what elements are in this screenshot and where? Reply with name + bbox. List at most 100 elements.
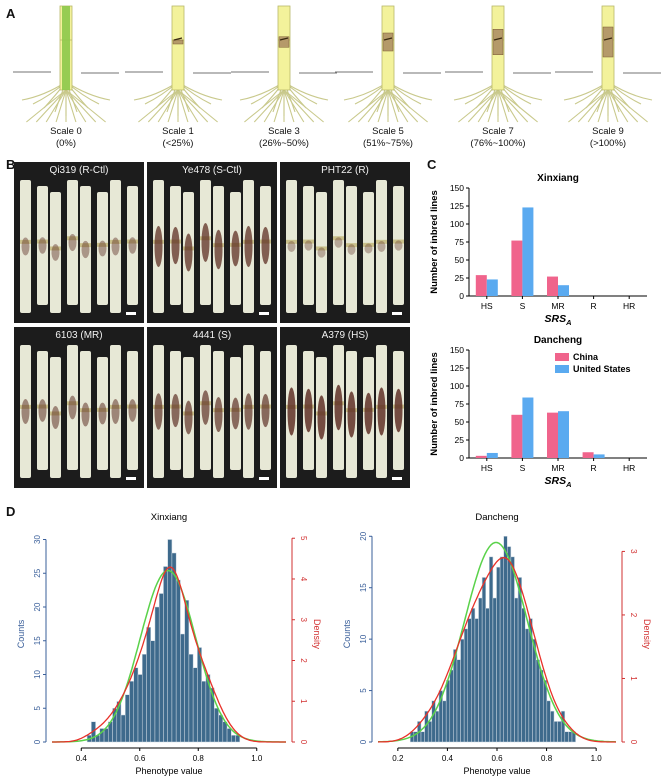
stalk-node bbox=[346, 243, 357, 248]
y2-tick-label: 0 bbox=[629, 740, 638, 745]
y-tick-label: 150 bbox=[450, 183, 464, 193]
bar-united-states bbox=[558, 411, 569, 458]
stalk-lesion bbox=[377, 241, 386, 252]
histogram-bar bbox=[125, 694, 130, 743]
bar-united-states bbox=[486, 279, 498, 296]
root-line bbox=[55, 89, 67, 123]
stalk-lesion bbox=[231, 397, 240, 430]
x-tick-label: 1.0 bbox=[591, 754, 603, 763]
histogram-bar bbox=[445, 680, 451, 743]
histogram-bar bbox=[222, 721, 228, 743]
stalk-lesion bbox=[261, 226, 270, 265]
scale-range: (0%) bbox=[55, 138, 77, 149]
scale-name: Scale 1 bbox=[162, 126, 194, 137]
histogram-bar bbox=[568, 731, 573, 743]
stalk-lesion bbox=[304, 388, 313, 433]
x-tick-label: R bbox=[591, 463, 597, 473]
lesion-mark bbox=[493, 37, 503, 41]
stalk-lesion bbox=[394, 388, 403, 433]
stalk-node bbox=[97, 242, 108, 247]
histogram-bar bbox=[427, 721, 433, 743]
lesion-mark bbox=[173, 37, 183, 41]
stalk-lesion bbox=[21, 399, 30, 424]
histogram-bar bbox=[460, 638, 465, 743]
lesion-mark bbox=[383, 37, 393, 41]
histogram-bar bbox=[201, 681, 207, 743]
stem bbox=[171, 5, 185, 91]
stalk-lesion bbox=[364, 243, 373, 254]
y-tick-label: 0 bbox=[459, 291, 464, 301]
stalk-piece bbox=[37, 186, 48, 305]
bar-china bbox=[582, 452, 594, 458]
stalk-photo-tile: 6103 (MR) bbox=[14, 327, 144, 488]
stalk-node bbox=[286, 239, 297, 244]
stalk-lesion bbox=[261, 393, 270, 428]
histogram-bar bbox=[496, 566, 501, 743]
root-line bbox=[387, 89, 399, 123]
stalk-photo-tile: PHT22 (R) bbox=[280, 162, 410, 323]
root-line bbox=[177, 89, 218, 123]
histogram-bar bbox=[517, 577, 522, 743]
y2-axis-label: Density bbox=[312, 619, 322, 650]
y-tick-label: 125 bbox=[450, 363, 464, 373]
stalk-piece bbox=[303, 186, 314, 305]
bar-china bbox=[547, 276, 558, 296]
x-tick-label: HS bbox=[481, 301, 493, 311]
stalk-lesion bbox=[81, 402, 90, 427]
stalk-drawing bbox=[153, 180, 271, 313]
y-tick-label: 0 bbox=[33, 739, 42, 744]
photo-label: Qi319 (R-Ctl) bbox=[49, 165, 109, 176]
scale-range: (26%~50%) bbox=[259, 138, 309, 149]
bar-china bbox=[511, 240, 523, 296]
bar-china bbox=[547, 412, 558, 458]
x-axis-label: SRSA bbox=[544, 313, 571, 327]
root-line bbox=[607, 89, 619, 123]
y-tick-label: 100 bbox=[450, 381, 464, 391]
stalk-lesion bbox=[364, 392, 373, 435]
histogram-bar bbox=[485, 608, 490, 743]
scale-label-4: Scale 7 (76%~100%) bbox=[453, 126, 543, 150]
stalk-lesion bbox=[334, 237, 343, 248]
scale-range: (<25%) bbox=[162, 138, 194, 149]
lesion-mark bbox=[279, 37, 289, 41]
stalk-lesion bbox=[154, 225, 163, 268]
stalk-lesion bbox=[128, 237, 137, 254]
root-line bbox=[45, 89, 67, 123]
stalk-photo-tile: Ye478 (S-Ctl) bbox=[147, 162, 277, 323]
root-line bbox=[283, 89, 324, 123]
chart-title: Xinxiang bbox=[537, 173, 579, 184]
root-line bbox=[357, 89, 389, 123]
y2-tick-label: 1 bbox=[299, 699, 308, 704]
histogram-bar bbox=[192, 667, 198, 743]
stalk-lesion bbox=[171, 393, 180, 428]
stalk-lesion bbox=[111, 237, 120, 256]
histogram-bar bbox=[532, 638, 537, 743]
y-tick-label: 0 bbox=[359, 739, 368, 744]
histogram-bar bbox=[175, 579, 181, 743]
y-tick-label: 25 bbox=[33, 568, 42, 577]
histogram-bar bbox=[535, 659, 540, 743]
bar-china bbox=[475, 455, 487, 458]
scale-name: Scale 9 bbox=[592, 126, 624, 137]
stalk-node bbox=[333, 236, 344, 241]
stalk-lesion bbox=[231, 230, 240, 267]
root-line bbox=[587, 89, 609, 123]
y2-tick-label: 5 bbox=[299, 536, 308, 541]
stalk-photo-tile: A379 (HS) bbox=[280, 327, 410, 488]
chart-title: Dancheng bbox=[534, 335, 582, 346]
y-tick-label: 75 bbox=[455, 237, 465, 247]
bar-united-states bbox=[522, 207, 534, 296]
histogram-bar bbox=[442, 700, 447, 743]
histogram-bar bbox=[133, 667, 139, 743]
scale-range: (>100%) bbox=[589, 138, 627, 149]
stalk-lesion bbox=[51, 405, 60, 430]
y-axis-label: Counts bbox=[342, 619, 352, 648]
stalk-piece bbox=[97, 192, 108, 305]
histogram-bar bbox=[137, 674, 143, 743]
x-tick-label: 0.8 bbox=[541, 754, 553, 763]
stalk-lesion bbox=[317, 247, 326, 258]
stalk-lesion bbox=[394, 240, 403, 251]
stalk-lesion bbox=[244, 225, 253, 268]
scale-bar bbox=[392, 477, 402, 480]
histogram-bar bbox=[564, 731, 569, 743]
